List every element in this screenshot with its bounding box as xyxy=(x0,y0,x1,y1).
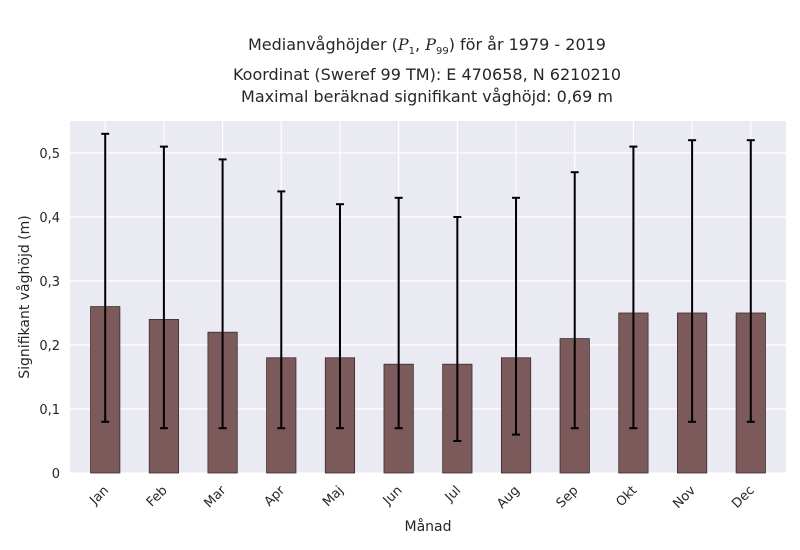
plot-area xyxy=(70,121,786,473)
y-tick-label: 0 xyxy=(52,467,60,482)
error-bar-sep xyxy=(570,171,579,430)
error-bar-dec xyxy=(746,139,755,423)
chart-title: Medianvåghöjder (P1, P99) för år 1979 - … xyxy=(0,34,800,109)
error-bar-aug xyxy=(512,196,521,436)
x-tick-label: Mar xyxy=(201,483,229,511)
title-line-3: Maximal beräknad signifikant våghöjd: 0,… xyxy=(241,87,613,107)
error-bar-okt xyxy=(629,145,638,430)
x-tick-label: Okt xyxy=(613,483,640,510)
x-axis-label: Månad xyxy=(405,518,452,535)
y-tick-label: 0,1 xyxy=(39,403,60,418)
error-bar-maj xyxy=(335,203,344,430)
error-bar-mar xyxy=(218,158,227,430)
x-tick-label: Aug xyxy=(494,483,523,512)
x-tick-label: Jan xyxy=(87,483,112,508)
error-bar-nov xyxy=(688,139,697,423)
title-line-1: Medianvåghöjder (P1, P99) för år 1979 - … xyxy=(248,35,606,58)
title-line-2: Koordinat (Sweref 99 TM): E 470658, N 62… xyxy=(232,64,622,84)
x-tick-label: Nov xyxy=(670,483,699,512)
y-tick-label: 0,5 xyxy=(39,147,60,162)
x-tick-label: Jun xyxy=(380,483,406,509)
error-bar-jun xyxy=(394,196,403,430)
y-tick-label: 0,2 xyxy=(39,339,60,354)
x-tick-label: Maj xyxy=(320,483,347,510)
y-tick-label: 0,4 xyxy=(39,211,60,226)
error-bar-apr xyxy=(277,190,286,430)
y-tick-label: 0,3 xyxy=(39,275,60,290)
x-tick-label: Apr xyxy=(262,483,289,510)
x-tick-labels: Jan Feb Mar Apr Maj Jun Jul Aug Sep Okt Nov Dec xyxy=(87,483,758,512)
y-axis-label: Signifikant våghöjd (m) xyxy=(16,215,33,378)
error-bars xyxy=(101,132,755,442)
y-tick-labels: 0 0,1 0,2 0,3 0,4 0,5 xyxy=(39,147,60,482)
error-bar-jan xyxy=(101,132,110,423)
x-tick-label: Feb xyxy=(144,483,171,510)
x-tick-label: Dec xyxy=(729,483,757,511)
error-bar-jul xyxy=(453,216,462,442)
error-bar-feb xyxy=(159,145,168,430)
x-tick-label: Jul xyxy=(442,483,464,505)
x-tick-label: Sep xyxy=(554,483,582,511)
